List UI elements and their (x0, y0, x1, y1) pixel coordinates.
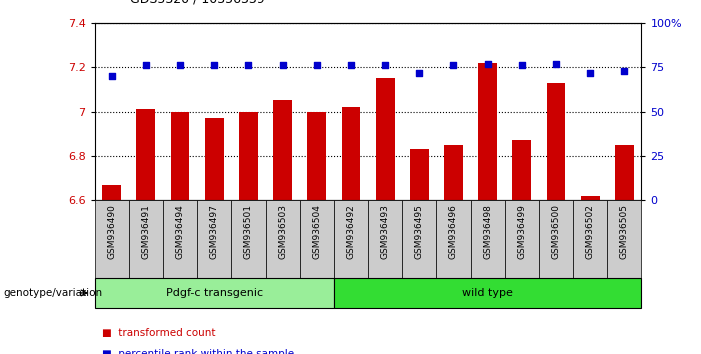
Text: GSM936502: GSM936502 (585, 204, 594, 259)
Bar (580, 195, 599, 200)
Bar (547, 83, 566, 200)
Text: GSM936500: GSM936500 (552, 204, 561, 259)
Point (140, 63, 151, 68)
FancyBboxPatch shape (95, 278, 334, 308)
Text: GSM936497: GSM936497 (210, 204, 219, 259)
FancyBboxPatch shape (539, 200, 573, 278)
Point (414, 70, 425, 75)
Point (379, 63, 390, 68)
FancyBboxPatch shape (368, 200, 402, 278)
Text: GSM936495: GSM936495 (415, 204, 424, 259)
Point (550, 61, 562, 67)
Point (482, 61, 494, 67)
Point (585, 70, 596, 75)
Text: GSM936491: GSM936491 (142, 204, 151, 259)
Text: GSM936493: GSM936493 (381, 204, 390, 259)
Text: GSM936501: GSM936501 (244, 204, 253, 259)
Bar (341, 107, 360, 200)
FancyBboxPatch shape (231, 200, 266, 278)
Text: GSM936499: GSM936499 (517, 204, 526, 259)
Text: GSM936494: GSM936494 (175, 204, 184, 259)
Text: wild type: wild type (462, 288, 513, 298)
FancyBboxPatch shape (300, 200, 334, 278)
Text: GDS5320 / 10356339: GDS5320 / 10356339 (130, 0, 264, 5)
FancyBboxPatch shape (334, 278, 641, 308)
FancyBboxPatch shape (505, 200, 539, 278)
Point (175, 63, 186, 68)
Bar (444, 145, 463, 200)
FancyBboxPatch shape (470, 200, 505, 278)
Bar (273, 101, 292, 200)
Text: GSM936503: GSM936503 (278, 204, 287, 259)
FancyBboxPatch shape (436, 200, 470, 278)
Text: ■  transformed count: ■ transformed count (102, 328, 215, 338)
FancyBboxPatch shape (607, 200, 641, 278)
Text: GSM936496: GSM936496 (449, 204, 458, 259)
FancyBboxPatch shape (402, 200, 436, 278)
Text: GSM936504: GSM936504 (312, 204, 321, 259)
FancyBboxPatch shape (197, 200, 231, 278)
Bar (239, 112, 258, 200)
Text: Pdgf-c transgenic: Pdgf-c transgenic (165, 288, 263, 298)
Bar (410, 149, 429, 200)
FancyBboxPatch shape (95, 200, 129, 278)
Bar (102, 184, 121, 200)
FancyBboxPatch shape (129, 200, 163, 278)
Point (619, 68, 630, 74)
Point (346, 63, 357, 68)
Bar (170, 112, 189, 200)
Bar (307, 112, 326, 200)
Point (209, 63, 220, 68)
Text: GSM936498: GSM936498 (483, 204, 492, 259)
Point (277, 63, 288, 68)
Text: ■  percentile rank within the sample: ■ percentile rank within the sample (102, 349, 294, 354)
Point (448, 63, 459, 68)
Text: genotype/variation: genotype/variation (4, 288, 102, 298)
FancyBboxPatch shape (266, 200, 300, 278)
Text: GSM936492: GSM936492 (346, 204, 355, 259)
Bar (376, 78, 395, 200)
Point (311, 63, 322, 68)
Bar (615, 145, 634, 200)
Point (243, 63, 254, 68)
Bar (478, 63, 497, 200)
FancyBboxPatch shape (163, 200, 197, 278)
Bar (512, 140, 531, 200)
FancyBboxPatch shape (334, 200, 368, 278)
Bar (205, 118, 224, 200)
Point (106, 73, 117, 79)
FancyBboxPatch shape (573, 200, 607, 278)
Point (516, 63, 527, 68)
Text: GSM936490: GSM936490 (107, 204, 116, 259)
Bar (137, 109, 156, 200)
Text: GSM936505: GSM936505 (620, 204, 629, 259)
